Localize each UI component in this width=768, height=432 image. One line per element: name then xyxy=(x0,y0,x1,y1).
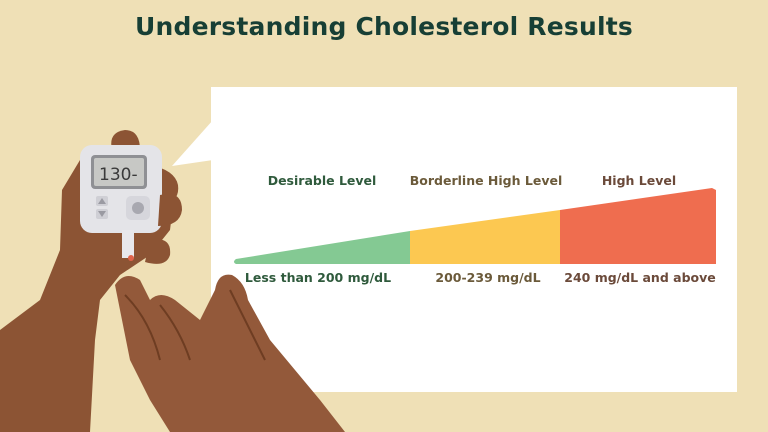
high-segment xyxy=(560,188,716,264)
borderline-range: 200-239 mg/dL xyxy=(435,270,541,285)
desirable-level-label: Desirable Level xyxy=(267,173,377,188)
meter-display: 130- xyxy=(99,165,138,185)
high-range: 240 mg/dL and above xyxy=(564,270,716,285)
page-title: Understanding Cholesterol Results xyxy=(135,12,633,41)
borderline-level-label: Borderline High Level xyxy=(409,173,563,188)
desirable-segment xyxy=(234,231,410,264)
borderline-segment xyxy=(410,210,560,264)
desirable-range: Less than 200 mg/dL xyxy=(244,270,392,285)
right-hand xyxy=(115,274,345,432)
high-level-label: High Level xyxy=(601,173,677,188)
glucose-meter: 130- xyxy=(80,145,162,261)
